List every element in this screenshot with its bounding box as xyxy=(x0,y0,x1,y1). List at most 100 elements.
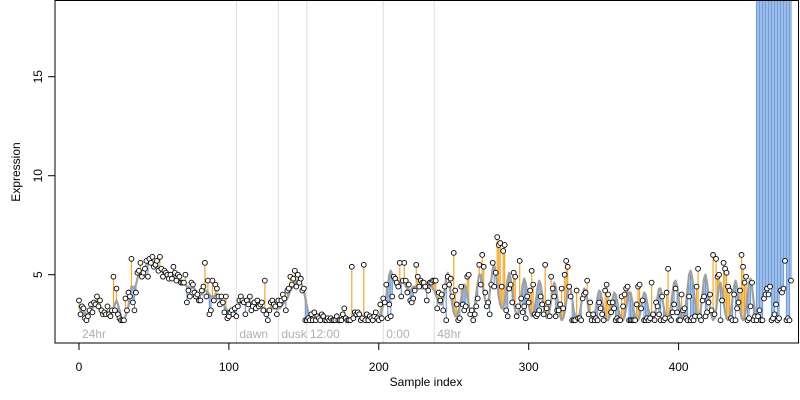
x-axis: 0 100 200 300 400 xyxy=(76,342,689,374)
data-point xyxy=(498,283,505,290)
data-point xyxy=(149,254,156,260)
data-point xyxy=(440,307,447,314)
data-point xyxy=(521,303,528,310)
data-point xyxy=(297,275,304,282)
data-point xyxy=(381,299,388,306)
data-point xyxy=(293,283,300,290)
data-point xyxy=(131,307,138,314)
data-point xyxy=(611,305,617,312)
data-point xyxy=(771,311,778,318)
data-point xyxy=(209,277,216,284)
data-point xyxy=(133,289,139,296)
data-point xyxy=(599,311,605,318)
data-point xyxy=(181,279,187,286)
data-point xyxy=(719,297,725,304)
data-point xyxy=(720,259,727,266)
data-point xyxy=(387,313,394,320)
data-point xyxy=(522,315,529,322)
data-point xyxy=(563,257,570,264)
data-point xyxy=(747,303,754,310)
data-point xyxy=(338,317,345,324)
data-point xyxy=(423,297,430,304)
data-point xyxy=(223,293,229,300)
data-point xyxy=(477,281,484,288)
y-tick-label: 5 xyxy=(31,271,45,278)
data-point xyxy=(513,313,520,320)
data-point xyxy=(265,317,271,324)
data-point xyxy=(704,309,710,316)
data-point xyxy=(233,313,240,320)
region-dividers xyxy=(235,0,435,343)
y-tick-label: 15 xyxy=(31,70,45,84)
data-point xyxy=(262,277,268,284)
data-point xyxy=(705,299,712,306)
data-point xyxy=(465,271,472,278)
data-point xyxy=(184,299,190,306)
data-point xyxy=(122,295,129,302)
data-point xyxy=(402,277,409,284)
data-point xyxy=(740,263,746,270)
data-point xyxy=(749,279,755,286)
data-point xyxy=(632,317,638,324)
data-point xyxy=(480,263,487,270)
data-point xyxy=(104,303,111,310)
region-label: 0:00 xyxy=(386,327,410,341)
data-point xyxy=(157,254,163,260)
data-point xyxy=(471,311,478,318)
x-axis-title: Sample index xyxy=(390,375,463,389)
data-point xyxy=(339,311,346,318)
data-point xyxy=(716,271,722,278)
data-point xyxy=(148,259,154,266)
data-point xyxy=(80,305,87,312)
data-point xyxy=(557,301,564,308)
data-point xyxy=(659,293,665,300)
data-point xyxy=(414,273,421,280)
data-point xyxy=(737,287,743,294)
data-point xyxy=(582,289,589,296)
x-tick-label: 0 xyxy=(76,360,83,374)
data-point xyxy=(602,287,608,294)
region-label: 48hr xyxy=(437,327,461,341)
data-point xyxy=(530,281,537,288)
data-point xyxy=(603,281,610,288)
data-point xyxy=(608,309,614,316)
data-point xyxy=(170,263,177,270)
data-point xyxy=(693,283,700,290)
data-point xyxy=(587,299,593,306)
data-point xyxy=(85,313,91,320)
data-point xyxy=(413,261,420,268)
data-point xyxy=(274,311,280,318)
data-point xyxy=(425,287,432,294)
x-tick-label: 200 xyxy=(369,360,389,374)
data-point xyxy=(169,275,175,282)
data-point xyxy=(710,252,716,258)
data-point xyxy=(203,293,210,300)
data-point xyxy=(449,293,456,300)
data-point xyxy=(540,311,547,318)
y-tick-label: 10 xyxy=(31,169,45,183)
data-point xyxy=(372,309,379,316)
data-point xyxy=(416,283,423,290)
data-point xyxy=(176,273,183,280)
data-point xyxy=(515,303,522,310)
data-point xyxy=(548,273,555,280)
data-point xyxy=(145,273,151,280)
data-point xyxy=(410,295,417,302)
data-point xyxy=(136,267,142,274)
data-point xyxy=(594,317,601,324)
data-point xyxy=(468,307,475,314)
data-point xyxy=(285,285,292,292)
data-point xyxy=(235,303,241,310)
data-point xyxy=(590,311,596,318)
data-point xyxy=(137,259,144,266)
data-point xyxy=(202,259,208,266)
data-point xyxy=(190,281,196,288)
data-point xyxy=(765,291,772,298)
data-point xyxy=(211,297,217,304)
data-point xyxy=(786,317,793,324)
data-point xyxy=(609,299,616,306)
data-point xyxy=(446,281,453,288)
data-point xyxy=(708,307,715,314)
data-point xyxy=(456,315,463,322)
data-point xyxy=(130,299,136,306)
